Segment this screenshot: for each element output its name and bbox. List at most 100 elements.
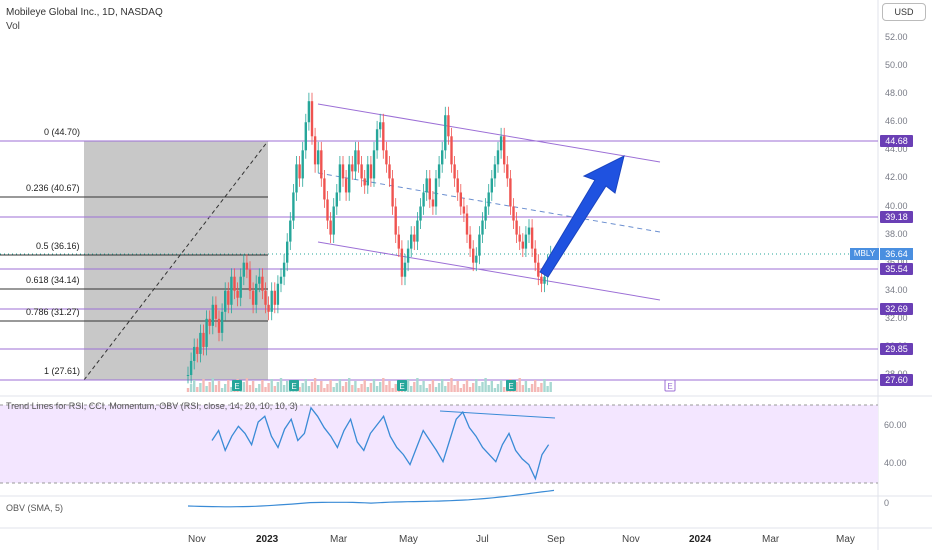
volume-bar bbox=[348, 378, 351, 392]
price-axis-label: 32.00 bbox=[885, 312, 908, 323]
candle-body bbox=[518, 234, 521, 242]
rsi-axis-40: 40.00 bbox=[884, 458, 907, 468]
volume-bar bbox=[416, 378, 419, 392]
volume-bar bbox=[211, 378, 214, 392]
volume-bar bbox=[242, 382, 245, 392]
volume-bar bbox=[338, 379, 342, 392]
volume-bar bbox=[267, 383, 270, 392]
volume-bar bbox=[456, 381, 459, 392]
candle-body bbox=[537, 262, 540, 277]
obv-title[interactable]: OBV (SMA, 5) bbox=[6, 503, 64, 513]
candle-body bbox=[220, 311, 224, 333]
volume-bar bbox=[273, 386, 276, 392]
candle-body bbox=[503, 136, 506, 165]
volume-bar bbox=[214, 385, 218, 392]
indicator-title[interactable]: Trend Lines for RSI, CCI, Momentum, OBV … bbox=[6, 401, 298, 411]
candle-body bbox=[317, 150, 320, 165]
channel-lower[interactable] bbox=[317, 241, 661, 301]
candle-body bbox=[224, 290, 227, 312]
level-tag: 29.85 bbox=[880, 343, 913, 355]
candle-body bbox=[320, 150, 323, 179]
volume-bar bbox=[518, 378, 521, 392]
volume-bar bbox=[521, 385, 524, 392]
earnings-marker-label: E bbox=[399, 382, 404, 391]
volume-bar bbox=[230, 387, 233, 392]
earnings-marker[interactable] bbox=[232, 380, 242, 391]
candle-body bbox=[524, 234, 528, 249]
candle-body bbox=[493, 164, 497, 179]
future-earnings-marker[interactable] bbox=[664, 379, 676, 392]
candle-body bbox=[236, 290, 239, 298]
candle-body bbox=[211, 304, 214, 326]
rsi-line bbox=[211, 406, 550, 481]
candle-body bbox=[366, 164, 369, 186]
candle-body bbox=[202, 332, 205, 347]
candle-body bbox=[406, 248, 410, 263]
volume-bar bbox=[419, 385, 422, 392]
forecast-arrow[interactable] bbox=[539, 155, 625, 278]
earnings-marker[interactable] bbox=[289, 380, 299, 391]
volume-bar bbox=[329, 380, 332, 392]
candle-body bbox=[379, 122, 382, 130]
candle-body bbox=[196, 346, 199, 354]
volume-bar bbox=[366, 387, 369, 392]
earnings-marker[interactable] bbox=[506, 380, 516, 391]
candle-body bbox=[447, 115, 450, 137]
currency-button[interactable]: USD bbox=[882, 3, 926, 21]
candle-body bbox=[487, 192, 490, 207]
volume-bar bbox=[217, 381, 221, 392]
volume-bar bbox=[549, 382, 552, 392]
volume-bar bbox=[307, 386, 311, 392]
candle-body bbox=[276, 283, 280, 305]
volume-bar bbox=[313, 378, 317, 392]
volume-bar bbox=[220, 388, 224, 392]
candle-body bbox=[323, 178, 326, 200]
volume-bar bbox=[524, 381, 528, 392]
candle-body bbox=[230, 276, 233, 305]
volume-bar bbox=[357, 388, 360, 392]
candle-body bbox=[360, 164, 363, 179]
level-tag: 39.18 bbox=[880, 211, 913, 223]
candle-body bbox=[329, 220, 332, 235]
candle-body bbox=[301, 150, 304, 179]
candle-body bbox=[382, 122, 385, 151]
candle-body bbox=[205, 318, 208, 347]
candle-body bbox=[267, 304, 270, 312]
candle-body bbox=[286, 241, 289, 263]
candle-body bbox=[289, 220, 292, 242]
current-price-tag: 36.64 bbox=[880, 248, 913, 260]
volume-bar bbox=[196, 387, 199, 392]
candle-body bbox=[242, 262, 245, 277]
volume-bar bbox=[487, 385, 490, 392]
candle-body bbox=[410, 234, 413, 249]
volume-bar bbox=[323, 388, 326, 392]
volume-bar bbox=[282, 385, 286, 392]
channel-upper[interactable] bbox=[317, 103, 661, 163]
volume-bar bbox=[279, 378, 283, 392]
candle-body bbox=[261, 276, 264, 291]
time-axis-label: May bbox=[399, 534, 418, 545]
candle-body bbox=[441, 150, 444, 165]
volume-bar bbox=[320, 381, 323, 392]
volume-bar bbox=[344, 382, 348, 392]
time-axis-label: Mar bbox=[330, 534, 348, 545]
volume-bar bbox=[410, 386, 413, 392]
time-axis-label: 2024 bbox=[689, 534, 712, 545]
candle-body bbox=[273, 290, 276, 305]
fib-label: 0.5 (36.16) bbox=[36, 241, 80, 251]
volume-bar bbox=[441, 379, 444, 392]
time-axis-label: Mar bbox=[762, 534, 780, 545]
earnings-marker[interactable] bbox=[397, 380, 407, 391]
volume-bar bbox=[496, 384, 500, 392]
price-axis-label: 46.00 bbox=[885, 116, 908, 127]
candle-body bbox=[468, 234, 472, 249]
candle-body bbox=[481, 220, 484, 235]
candle-body bbox=[227, 290, 230, 305]
volume-bar bbox=[326, 384, 329, 392]
volume-bar bbox=[490, 381, 493, 392]
volume-bar bbox=[425, 388, 428, 392]
level-tag: 27.60 bbox=[880, 374, 913, 386]
time-axis-label: Nov bbox=[188, 534, 206, 545]
candle-body bbox=[298, 164, 301, 179]
